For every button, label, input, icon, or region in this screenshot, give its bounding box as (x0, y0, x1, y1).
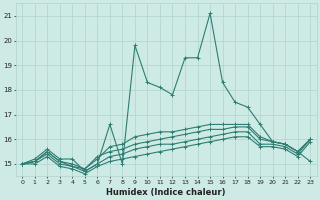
X-axis label: Humidex (Indice chaleur): Humidex (Indice chaleur) (107, 188, 226, 197)
